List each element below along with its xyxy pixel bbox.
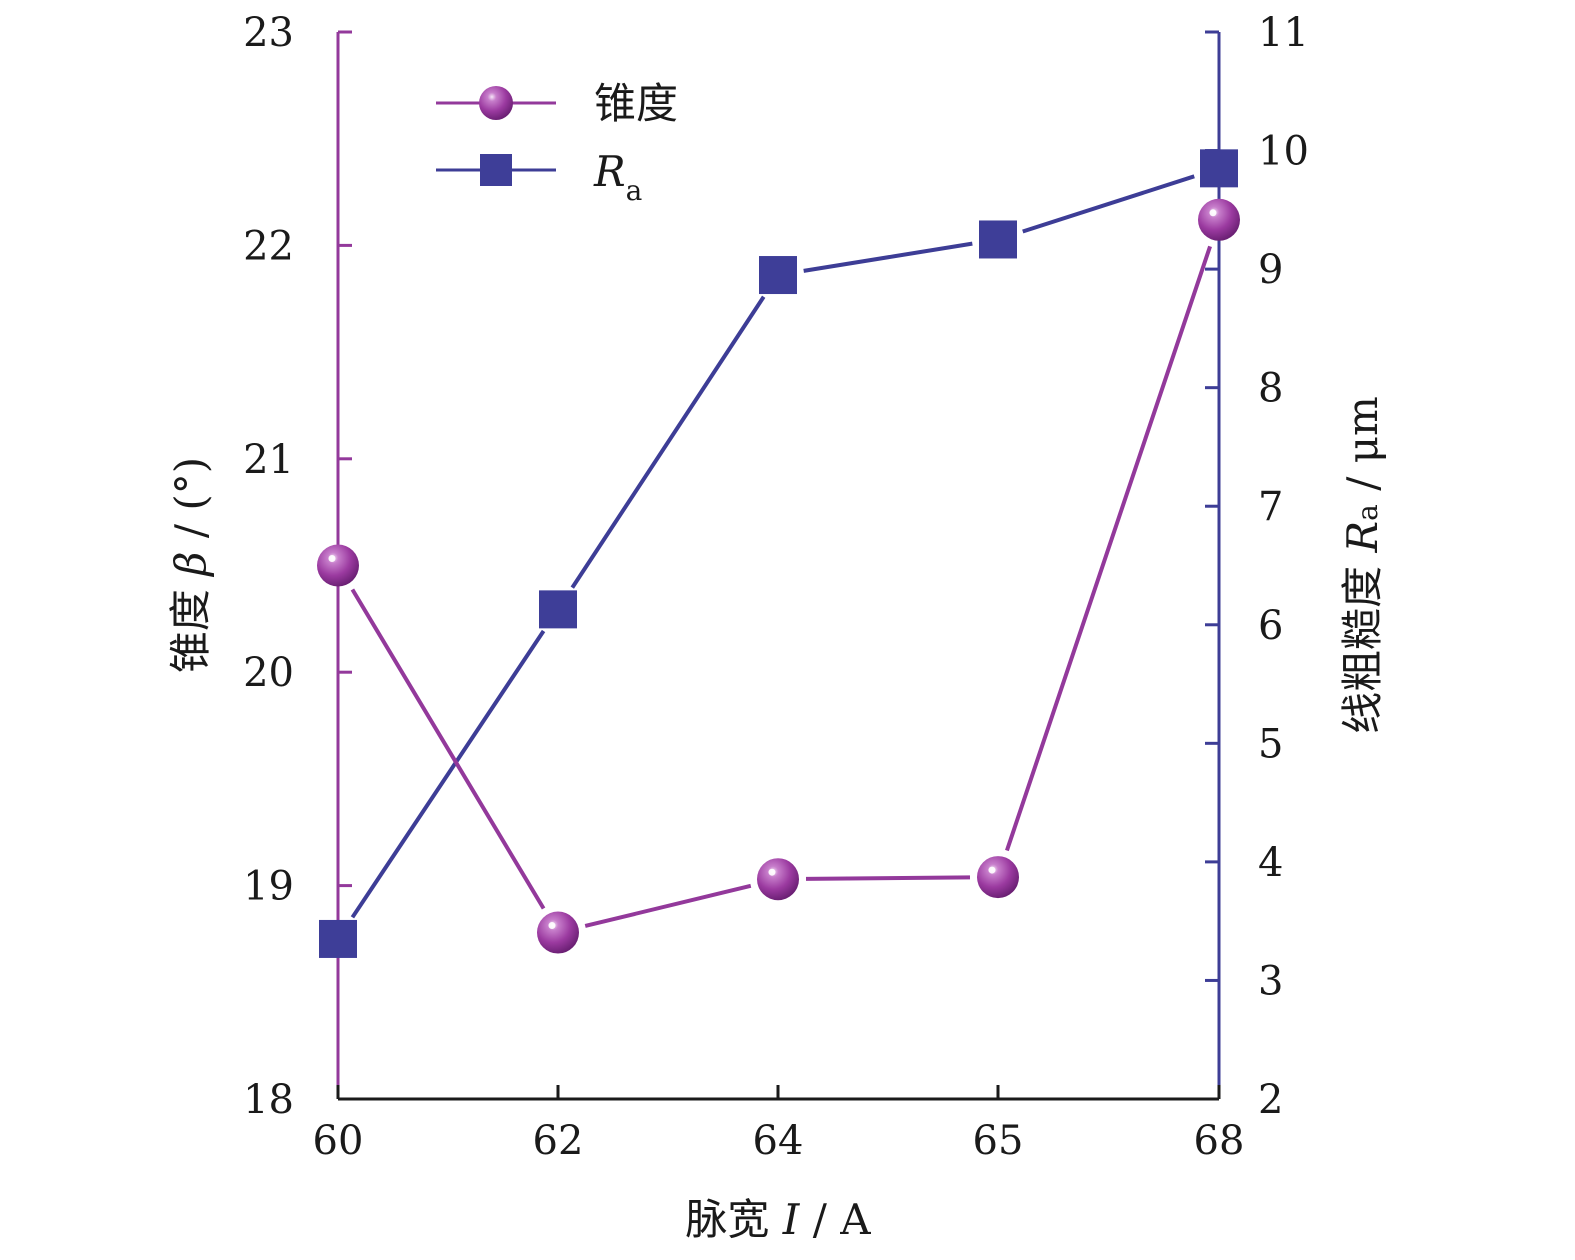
legend-ra-square-icon xyxy=(480,154,512,186)
legend-item-taper: 锥度 xyxy=(436,79,678,128)
left-y-tick-label: 22 xyxy=(243,223,294,269)
x-tick-label: 64 xyxy=(753,1118,804,1164)
right-y-tick-label: 10 xyxy=(1258,129,1309,175)
right-y-axis-title: 线粗糙度 Ra / μm xyxy=(1338,396,1387,734)
taper-point-highlight xyxy=(328,555,336,562)
taper-point-highlight xyxy=(768,868,776,876)
taper-point-sphere xyxy=(977,856,1019,899)
taper-point-sphere xyxy=(1198,198,1240,241)
taper-point-highlight xyxy=(548,922,556,930)
ra-point xyxy=(979,220,1017,259)
taper-line-segment xyxy=(1005,245,1212,852)
right-y-tick-label: 11 xyxy=(1258,10,1309,56)
right-y-tick-label: 2 xyxy=(1258,1077,1283,1123)
ra-point xyxy=(1200,149,1238,188)
series-ra xyxy=(319,149,1238,958)
left-y-tick-label: 20 xyxy=(243,650,294,696)
legend-ra-label: Ra xyxy=(593,147,642,207)
ra-line-segment xyxy=(1022,174,1195,234)
taper-point-highlight xyxy=(988,866,996,874)
right-y-tick-label: 7 xyxy=(1258,484,1283,530)
left-y-axis-title: 锥度 β / (°) xyxy=(166,457,215,673)
x-axis-title: 脉宽 I / A xyxy=(685,1195,871,1244)
taper-point xyxy=(757,858,799,901)
ra-point xyxy=(319,919,357,958)
taper-point xyxy=(1198,198,1240,241)
x-tick-label: 60 xyxy=(313,1118,364,1164)
left-y-ticks: 18 19 20 21 22 23 xyxy=(243,10,352,1123)
taper-line-segment xyxy=(584,883,752,928)
ra-line-segment xyxy=(803,241,973,273)
x-tick-label: 65 xyxy=(973,1118,1024,1164)
x-tick-label: 68 xyxy=(1194,1118,1245,1164)
taper-point-sphere xyxy=(317,544,359,587)
right-y-tick-label: 3 xyxy=(1258,958,1283,1004)
ra-point xyxy=(539,590,577,629)
right-y-ticks: 2 3 4 5 6 7 8 9 10 11 xyxy=(1205,10,1309,1123)
taper-point xyxy=(977,856,1019,899)
right-y-tick-label: 6 xyxy=(1258,603,1283,649)
x-axis: 60 62 64 65 68 xyxy=(313,1085,1245,1164)
x-ticks: 60 62 64 65 68 xyxy=(313,1085,1245,1164)
legend-taper-label: 锥度 xyxy=(594,79,678,128)
right-y-tick-label: 9 xyxy=(1258,247,1283,293)
left-y-tick-label: 18 xyxy=(243,1077,294,1123)
left-y-tick-label: 19 xyxy=(243,864,294,910)
right-y-tick-label: 5 xyxy=(1258,721,1283,767)
ra-line-segment xyxy=(570,295,766,589)
legend-taper-sphere-icon xyxy=(479,86,513,120)
taper-point-highlight xyxy=(1209,209,1217,217)
left-y-tick-label: 21 xyxy=(243,437,294,483)
taper-line-segment xyxy=(805,875,971,881)
ra-line-segment xyxy=(350,629,546,919)
right-y-tick-label: 8 xyxy=(1258,366,1283,412)
legend: 锥度 Ra xyxy=(436,79,678,207)
series-taper xyxy=(317,198,1240,954)
taper-point-sphere xyxy=(757,858,799,901)
left-y-tick-label: 23 xyxy=(243,10,294,56)
right-y-tick-label: 4 xyxy=(1258,840,1283,886)
taper-point xyxy=(537,911,579,954)
taper-line-segment xyxy=(350,588,546,910)
taper-point-sphere xyxy=(537,911,579,954)
taper-point xyxy=(317,544,359,587)
legend-item-ra: Ra xyxy=(436,147,642,207)
x-tick-label: 62 xyxy=(533,1118,584,1164)
ra-point xyxy=(759,256,797,295)
